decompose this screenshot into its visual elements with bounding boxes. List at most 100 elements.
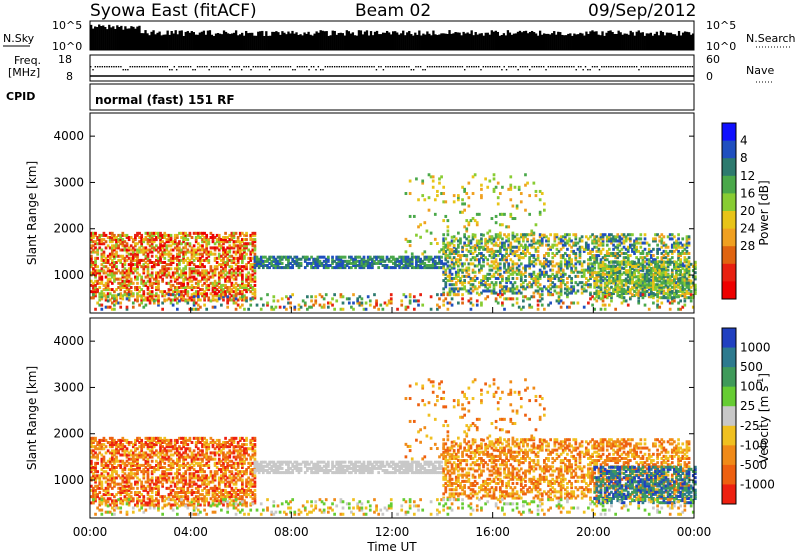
power-cell bbox=[549, 274, 552, 278]
power-cell bbox=[547, 289, 550, 293]
power-cell bbox=[222, 246, 225, 250]
power-cell bbox=[213, 294, 217, 298]
power-cell bbox=[475, 254, 479, 258]
nsky-bar bbox=[575, 34, 578, 50]
power-cell bbox=[578, 249, 582, 253]
power-cell bbox=[144, 246, 148, 250]
power-cell bbox=[559, 235, 563, 239]
power-cell bbox=[150, 298, 154, 302]
power-cell bbox=[188, 231, 192, 235]
power-cell bbox=[660, 285, 664, 289]
freq-dot bbox=[273, 66, 275, 68]
power-cell bbox=[610, 233, 613, 237]
nsky-bar bbox=[665, 32, 669, 50]
power-cell bbox=[287, 297, 290, 301]
nsky-bar bbox=[152, 30, 155, 50]
power-cell bbox=[689, 262, 693, 266]
power-cell bbox=[152, 277, 156, 281]
power-cell bbox=[207, 298, 211, 302]
power-cell bbox=[324, 266, 328, 270]
power-cell bbox=[595, 273, 599, 277]
power-cell bbox=[182, 277, 185, 281]
power-cell bbox=[679, 245, 683, 249]
freq-dot bbox=[543, 66, 545, 68]
power-cell bbox=[188, 258, 192, 262]
power-cell bbox=[157, 286, 160, 289]
power-cell bbox=[595, 285, 599, 289]
power-cell bbox=[115, 265, 118, 269]
power-cell bbox=[115, 294, 118, 298]
power-cell bbox=[505, 235, 508, 239]
power-cell bbox=[421, 266, 425, 270]
power-cell bbox=[626, 291, 630, 295]
power-cell bbox=[559, 272, 563, 276]
power-cell bbox=[662, 268, 666, 272]
power-cell bbox=[622, 283, 626, 287]
power-cell bbox=[157, 246, 160, 250]
freq-dot bbox=[631, 66, 633, 68]
power-cell bbox=[184, 286, 188, 289]
power-cell bbox=[90, 296, 93, 300]
power-cell bbox=[580, 245, 584, 249]
nsky-bar bbox=[671, 34, 675, 50]
power-cell bbox=[157, 303, 160, 307]
power-cell bbox=[559, 237, 563, 241]
power-cell bbox=[119, 281, 123, 285]
power-cell bbox=[584, 247, 588, 251]
power-cell bbox=[538, 293, 542, 297]
power-cell bbox=[161, 273, 165, 277]
nsky-bar bbox=[112, 26, 115, 50]
power-cell bbox=[148, 277, 152, 281]
power-cell bbox=[257, 261, 261, 265]
power-cell bbox=[685, 241, 689, 245]
power-cell bbox=[578, 247, 582, 251]
power-cell bbox=[681, 277, 685, 281]
freq-dot bbox=[296, 66, 299, 68]
power-cell bbox=[599, 251, 603, 255]
power-cell bbox=[438, 177, 441, 181]
power-cell bbox=[618, 243, 622, 247]
power-cell bbox=[471, 303, 475, 307]
power-cell bbox=[641, 249, 645, 253]
power-cell bbox=[591, 254, 594, 258]
power-cell bbox=[140, 298, 144, 302]
power-cell bbox=[343, 259, 347, 263]
power-cell bbox=[127, 246, 131, 250]
power-cell bbox=[196, 290, 200, 294]
power-cell bbox=[687, 269, 691, 273]
power-cell bbox=[624, 281, 628, 285]
power-cell bbox=[266, 301, 269, 305]
power-cell bbox=[186, 256, 190, 260]
power-cell bbox=[234, 277, 238, 281]
power-cell bbox=[423, 221, 427, 225]
power-cell bbox=[412, 299, 416, 303]
power-cell bbox=[115, 242, 118, 246]
power-cell bbox=[192, 250, 196, 254]
nsky-bar bbox=[464, 33, 467, 50]
power-cell bbox=[511, 285, 515, 289]
power-cell bbox=[261, 255, 265, 259]
power-cell bbox=[136, 250, 139, 254]
power-cell bbox=[106, 305, 110, 309]
power-cell bbox=[599, 249, 603, 253]
power-cell bbox=[635, 264, 638, 268]
power-cell bbox=[507, 289, 511, 293]
power-cell bbox=[551, 260, 555, 264]
power-cell bbox=[628, 260, 632, 264]
power-cell bbox=[647, 287, 651, 291]
power-cell bbox=[528, 262, 532, 266]
power-cell bbox=[503, 262, 506, 266]
power-cell bbox=[505, 251, 508, 255]
power-cell bbox=[473, 258, 477, 262]
power-cell bbox=[385, 303, 389, 307]
power-cell bbox=[389, 299, 393, 303]
power-cell bbox=[494, 281, 498, 285]
power-cell bbox=[496, 293, 500, 297]
power-cell bbox=[584, 289, 588, 293]
power-cell bbox=[664, 292, 668, 296]
power-cell bbox=[574, 281, 578, 285]
power-cell bbox=[668, 289, 672, 293]
power-cell bbox=[618, 275, 622, 279]
power-cell bbox=[549, 262, 552, 266]
power-cell bbox=[161, 307, 165, 311]
